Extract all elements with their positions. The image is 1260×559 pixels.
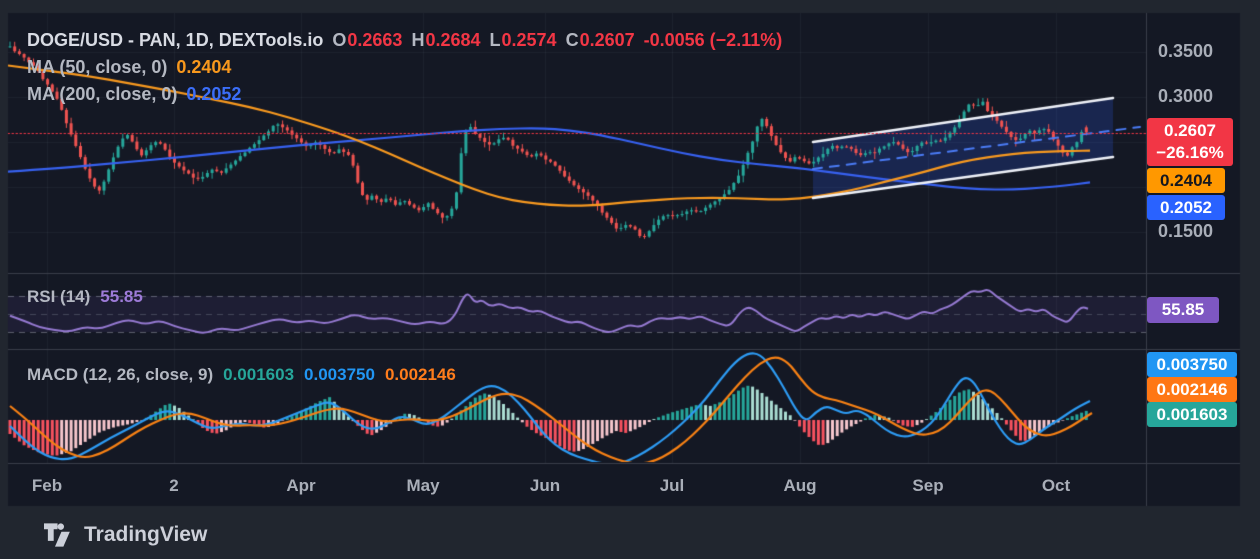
tradingview-wordmark: TradingView [84, 523, 208, 546]
time-tick-label: Jul [659, 476, 685, 495]
macd-legend[interactable]: MACD (12, 26, close, 9) 0.001603 0.00375… [27, 365, 456, 385]
time-tick-label: Aug [783, 476, 817, 495]
rsi-value: 55.85 [100, 287, 143, 306]
time-tick-label: Jun [529, 476, 561, 495]
time-tick-label: Feb [31, 476, 63, 495]
time-tick-label: Sep [912, 476, 944, 495]
time-tick-label: Oct [1041, 476, 1071, 495]
price-tick-label: 0.3000 [1158, 86, 1214, 106]
ma50-value: 0.2404 [176, 57, 232, 77]
macd-label: MACD (12, 26, close, 9) [27, 365, 214, 384]
change-value: -0.0056 (−2.11%) [643, 30, 783, 50]
rsi-value-badge: 55.85 [1147, 297, 1219, 323]
time-tick-label: 2 [169, 476, 179, 495]
ma200-price-badge: 0.2052 [1147, 195, 1225, 220]
macd-line-badge: 0.003750 [1147, 352, 1237, 377]
rsi-legend[interactable]: RSI (14) 55.85 [27, 287, 143, 307]
macd-hist-badge: 0.001603 [1147, 402, 1237, 427]
rsi-label: RSI (14) [27, 287, 91, 306]
macd-line-value: 0.003750 [304, 365, 375, 384]
ohlc-high: H0.2684 [411, 30, 481, 50]
ohlc-close: C0.2607 [565, 30, 635, 50]
price-tick-label: 0.1500 [1158, 221, 1214, 241]
ma200-label: MA (200, close, 0) [27, 84, 178, 104]
macd-signal-value: 0.002146 [384, 365, 456, 384]
last-price-badge: 0.2607 −26.16% [1147, 118, 1233, 166]
time-tick-label: May [406, 476, 440, 495]
symbol-legend[interactable]: DOGE/USD - PAN, 1D, DEXTools.io O0.2663 … [27, 30, 782, 51]
macd-signal-badge: 0.002146 [1147, 377, 1237, 402]
price-tick-label: 0.3500 [1158, 41, 1214, 61]
ohlc-low: L0.2574 [489, 30, 557, 50]
ma200-value: 0.2052 [186, 84, 242, 104]
ma50-legend[interactable]: MA (50, close, 0) 0.2404 [27, 57, 231, 78]
tradingview-logo-icon [44, 523, 70, 547]
ohlc-open: O0.2663 [332, 30, 403, 50]
ma50-label: MA (50, close, 0) [27, 57, 168, 77]
symbol-title: DOGE/USD - PAN, 1D, DEXTools.io [27, 30, 324, 50]
tradingview-logo[interactable]: TradingView [44, 523, 207, 547]
ma200-legend[interactable]: MA (200, close, 0) 0.2052 [27, 84, 241, 105]
ma50-price-badge: 0.2404 [1147, 168, 1225, 193]
time-tick-label: Apr [286, 476, 316, 495]
macd-hist-value: 0.001603 [223, 365, 295, 384]
